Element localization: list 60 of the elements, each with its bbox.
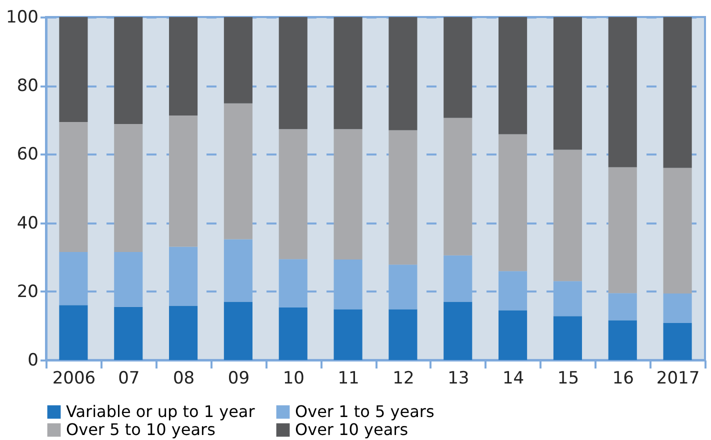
bar [663,322,692,360]
bar [59,17,88,122]
bar [553,17,582,150]
x-tick-label: 14 [502,368,524,388]
x-tick-label: 12 [392,368,414,388]
y-tick-label: 80 [16,76,38,96]
legend-label: Over 10 years [295,420,408,439]
bar [169,115,198,247]
x-tick-label: 09 [228,368,250,388]
bar [278,308,308,360]
x-tick-label: 16 [612,368,634,388]
y-tick-label: 20 [16,282,38,302]
bar [334,309,362,360]
bar [388,17,418,130]
bar [444,118,472,256]
bar [334,129,362,260]
bar [444,17,472,118]
bar [114,124,143,252]
legend-label: Variable or up to 1 year [66,402,256,421]
bar [388,130,418,265]
bar [278,17,308,130]
x-tick-label: 13 [448,368,470,388]
x-tick-label: 07 [118,368,140,388]
bar [59,305,88,360]
legend-label: Over 1 to 5 years [295,402,434,421]
x-tick-label: 08 [172,368,195,388]
bar [169,17,198,116]
x-tick-label: 10 [282,368,304,388]
bar [59,122,88,252]
bar [663,17,692,168]
bar [388,309,418,360]
y-tick-label: 0 [28,350,38,370]
bar [169,306,198,360]
bar [114,306,143,360]
bar [608,293,637,320]
bar [608,167,637,294]
bar [444,302,472,360]
bar [608,17,637,168]
bar [224,103,252,240]
bar [224,302,252,360]
bar [498,134,528,272]
bar [278,129,308,260]
x-tick-label: 2006 [52,368,96,388]
y-tick-label: 40 [16,213,38,234]
y-tick-label: 60 [16,144,38,165]
bar [553,316,582,360]
y-tick-label: 100 [6,8,38,28]
x-tick-label: 11 [338,368,360,388]
legend-label: Over 5 to 10 years [66,420,216,439]
bar [114,17,143,124]
bar [663,168,692,294]
bar [224,17,252,104]
bar [553,150,582,282]
bar [498,310,528,360]
bar [334,17,362,130]
x-tick-label: 2017 [656,368,700,388]
bar [498,17,528,134]
bar [663,293,692,323]
x-tick-label: 15 [557,368,580,388]
bar [608,320,637,360]
